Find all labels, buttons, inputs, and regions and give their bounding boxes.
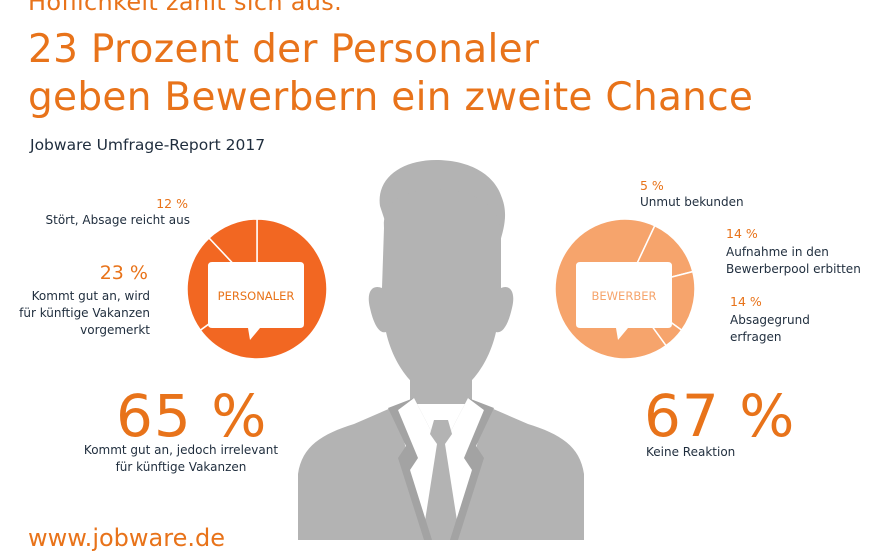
- slice-pct-label: 67 %: [644, 382, 796, 450]
- slice-label-line: für künftige Vakanzen: [115, 460, 247, 474]
- slice-pct-label: 12 %: [156, 196, 188, 211]
- footer-url-link[interactable]: www.jobware.de: [28, 524, 225, 552]
- slice-label-line: für künftige Vakanzen: [19, 306, 150, 320]
- slice-pct-label: 23 %: [99, 262, 148, 284]
- slice-label-group: Aufnahme in den Bewerberpool erbitten: [726, 244, 861, 278]
- cut-off-header-line: Höflichkeit zahlt sich aus.: [28, 0, 343, 16]
- slice-label-line: Kommt gut an, wird: [31, 289, 150, 303]
- slice-label-group: Absagegrund erfragen: [730, 312, 810, 346]
- slice-label-group: Kommt gut an, wird für künftige Vakanzen…: [19, 288, 150, 339]
- slice-label-line: Kommt gut an, jedoch irrelevant: [83, 443, 279, 457]
- speech-bubble-icon: [576, 262, 672, 340]
- slice-label-line: Aufnahme in den: [726, 245, 829, 259]
- slice-label-line: Absagegrund: [730, 313, 810, 327]
- slice-label: Stört, Absage reicht aus: [45, 213, 191, 227]
- slice-label-line: erfragen: [730, 330, 782, 344]
- headline-line-1: 23 Prozent der Personaler: [28, 27, 540, 72]
- slice-label-line: vorgemerkt: [80, 323, 150, 337]
- slice-label: Keine Reaktion: [646, 445, 736, 459]
- slice-pct-label: 14 %: [726, 226, 758, 241]
- personaler-pie-chart: PERSONALER: [186, 218, 328, 360]
- person-silhouette-icon: [298, 160, 584, 540]
- slice-pct-label: 65 %: [116, 382, 268, 450]
- slice-label-group: Kommt gut an, jedoch irrelevant für künf…: [56, 442, 306, 476]
- slice-pct-label: 5 %: [640, 178, 664, 193]
- report-subtitle: Jobware Umfrage-Report 2017: [30, 136, 266, 154]
- slice-pct-label: 14 %: [730, 294, 762, 309]
- pie-title: BEWERBER: [592, 289, 657, 303]
- headline-line-2: geben Bewerbern ein zweite Chance: [28, 75, 754, 120]
- bewerber-pie-chart: BEWERBER: [554, 218, 696, 360]
- slice-label-line: Bewerberpool erbitten: [726, 262, 861, 276]
- speech-bubble-icon: [208, 262, 304, 340]
- slice-label: Unmut bekunden: [640, 195, 744, 209]
- pie-title: PERSONALER: [218, 289, 295, 303]
